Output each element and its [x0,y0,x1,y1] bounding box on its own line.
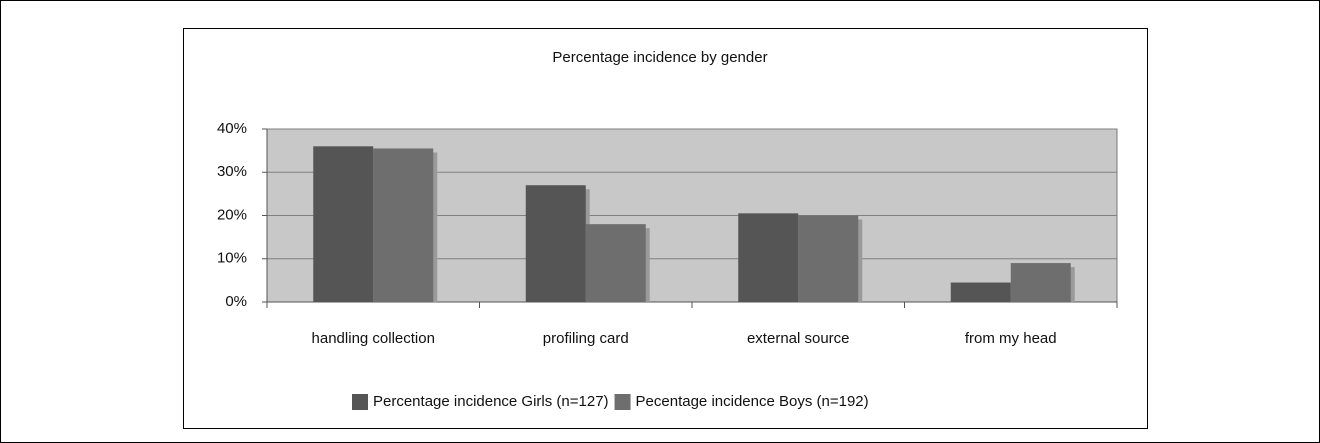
bar [798,215,859,302]
bar [313,146,374,302]
legend-swatch [614,394,631,410]
legend-label: Pecentage incidence Boys (n=192) [636,393,869,410]
bar [950,282,1011,302]
y-tick-label: 0% [225,293,247,310]
y-tick-label: 40% [217,120,247,137]
bar [738,213,799,302]
x-tick-label: handling collection [312,330,435,347]
x-tick-label: profiling card [543,330,629,347]
bar [373,148,434,302]
legend-swatch [352,394,368,410]
bar [525,185,586,302]
bar [585,224,646,302]
y-tick-label: 30% [217,163,247,180]
x-tick-label: from my head [965,330,1057,347]
y-tick-label: 10% [217,250,247,267]
x-tick-label: external source [747,330,850,347]
chart-title: Percentage incidence by gender [552,49,767,66]
y-tick-label: 20% [217,206,247,223]
bar [1010,263,1071,302]
legend-label: Percentage incidence Girls (n=127) [373,393,609,410]
